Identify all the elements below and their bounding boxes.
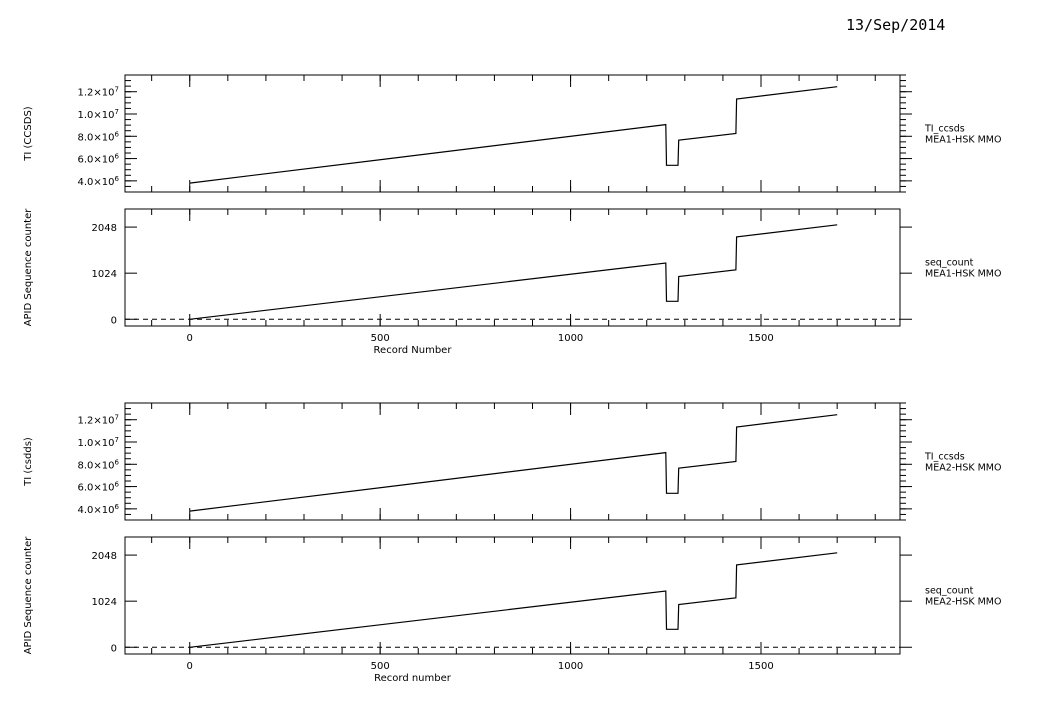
right-label: seq_count	[925, 586, 974, 597]
y-axis-label: TI (csdds)	[23, 437, 34, 487]
x-tick-label: 1500	[748, 661, 773, 672]
panel-4: 0 1024 2048 0 500 1000 1500 Record number APID S…	[23, 536, 1001, 684]
plot-frame	[124, 536, 901, 655]
plot-frame	[124, 208, 901, 327]
y-tick-label: 6.0×106	[78, 153, 120, 166]
right-label: MEA1-HSK MMO	[925, 135, 1001, 146]
y-tick-label: 1024	[92, 597, 117, 608]
series-line	[189, 86, 838, 184]
y-tick-label: 1.0×107	[78, 108, 119, 121]
x-axis-label: Record Number	[374, 345, 453, 356]
x-tick-label: 500	[371, 661, 390, 672]
right-label: MEA2-HSK MMO	[925, 463, 1001, 474]
y-tick-label: 8.0×106	[78, 130, 120, 143]
y-tick-label: 8.0×106	[78, 458, 120, 471]
x-axis-label: Record number	[374, 673, 452, 684]
series-line	[189, 224, 838, 320]
y-axis-label: APID Sequence counter	[23, 536, 34, 655]
y-tick-label: 0	[111, 315, 117, 326]
plot-frame	[124, 74, 901, 193]
x-tick-label: 1500	[748, 333, 773, 344]
plot-frame	[124, 402, 901, 521]
y-tick-label: 2048	[92, 551, 117, 562]
panel-3: 4.0×106 6.0×106 8.0×106 1.0×107 1.2×107 TI (c…	[23, 402, 1001, 521]
series-line	[189, 552, 838, 648]
y-tick-label: 4.0×106	[78, 503, 120, 516]
y-tick-label: 4.0×106	[78, 175, 120, 188]
x-tick-label: 0	[187, 661, 193, 672]
right-label: TI_ccsds	[924, 124, 965, 135]
y-axis-label: APID Sequence counter	[23, 208, 34, 327]
right-label: seq_count	[925, 258, 974, 269]
y-tick-label: 2048	[92, 223, 117, 234]
y-axis-label: TI (CCSDS)	[23, 106, 34, 161]
y-tick-label: 0	[111, 643, 117, 654]
y-tick-label: 1.2×107	[78, 414, 119, 427]
right-label: MEA2-HSK MMO	[925, 597, 1001, 608]
x-tick-label: 1000	[558, 661, 583, 672]
right-label: MEA1-HSK MMO	[925, 269, 1001, 280]
series-line	[189, 414, 838, 512]
x-tick-label: 1000	[558, 333, 583, 344]
panel-2: 0 1024 2048 0 500 1000 1500 Record Number APID S…	[23, 208, 1001, 356]
x-tick-label: 0	[187, 333, 193, 344]
y-tick-label: 1.2×107	[78, 86, 119, 99]
date-label: 13/Sep/2014	[846, 16, 946, 34]
x-tick-label: 500	[371, 333, 390, 344]
y-tick-label: 1024	[92, 269, 117, 280]
panel-1: 4.0×106 6.0×106 8.0×106 1.0×107 1.2×107 TI (C…	[23, 74, 1001, 193]
y-tick-label: 6.0×106	[78, 481, 120, 494]
y-tick-label: 1.0×107	[78, 436, 119, 449]
right-label: TI_ccsds	[924, 452, 965, 463]
